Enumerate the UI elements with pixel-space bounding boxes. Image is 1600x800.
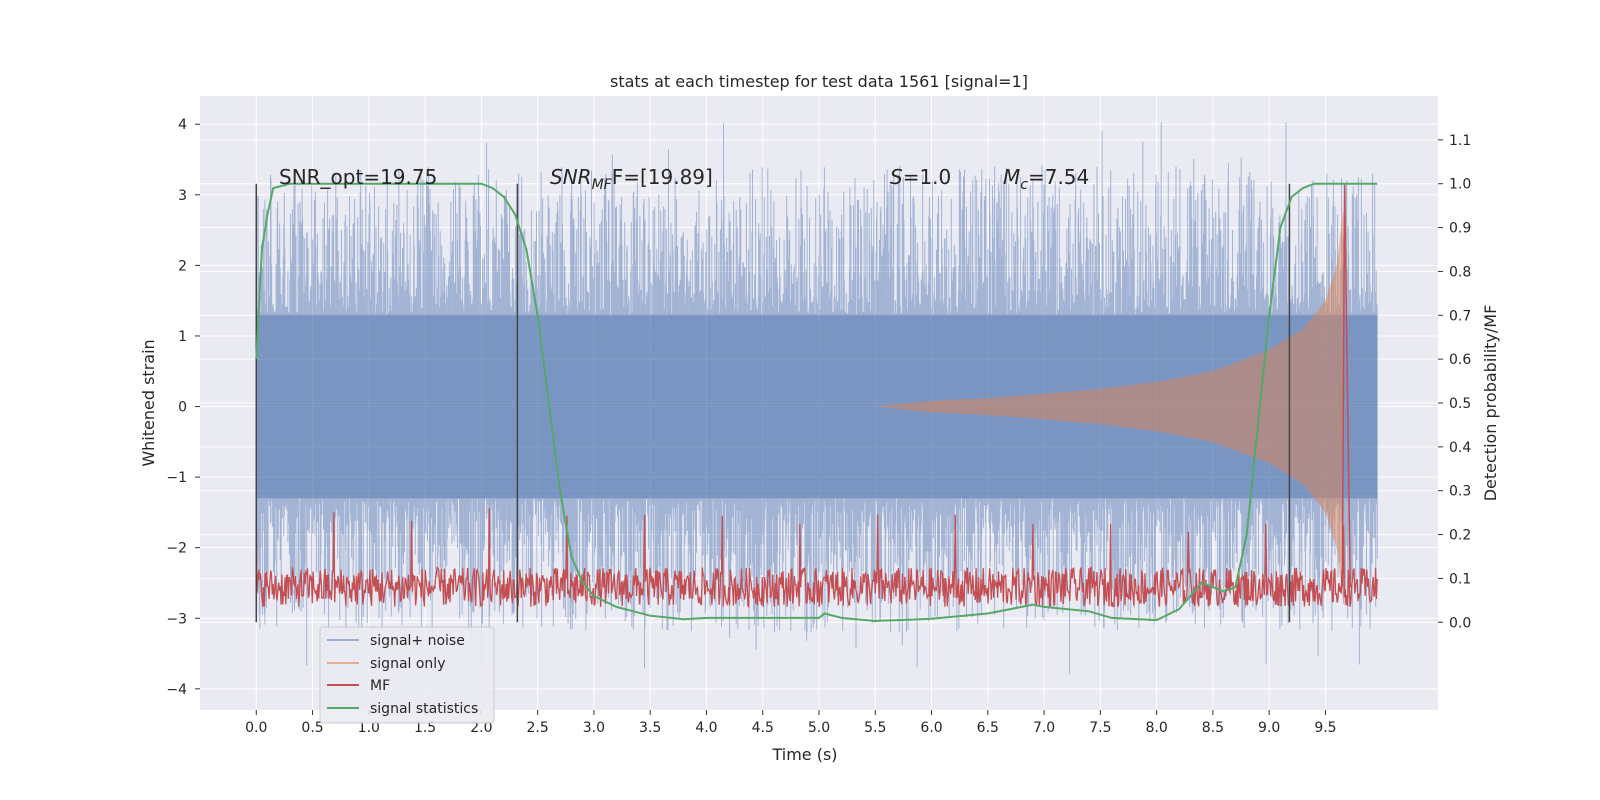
annotation-s: S=1.0: [890, 165, 951, 189]
x-tick-label: 6.0: [920, 720, 942, 736]
grid-lines: [200, 96, 1438, 710]
legend-label-signal-only: signal only: [370, 656, 445, 672]
y2-tick-label: 1.1: [1449, 133, 1471, 149]
y2-tick-label: 0.7: [1449, 308, 1471, 324]
signal-only-chirp: [875, 208, 1344, 605]
x-tick-label: 7.0: [1033, 720, 1055, 736]
y-axis-ticks: 4 3 2 1 0 −1 −2 −3 −4: [166, 117, 200, 698]
vertical-markers: [255, 183, 1291, 623]
y-tick-label: −1: [166, 470, 187, 486]
y-tick-label: 0: [178, 400, 187, 416]
x-tick-label: 5.5: [864, 720, 886, 736]
y2-tick-label: 0.5: [1449, 396, 1471, 412]
y2-tick-label: 0.9: [1449, 221, 1471, 237]
y-tick-label: 3: [178, 188, 187, 204]
legend: signal+ noise signal only MF signal stat…: [319, 626, 495, 724]
x-axis-label: Time (s): [771, 745, 837, 764]
annotation-snr-opt: SNR_opt=19.75: [279, 165, 437, 189]
signal-statistics-line: [255, 182, 1378, 623]
x-tick-label: 6.5: [977, 720, 999, 736]
x-tick-label: 9.5: [1314, 720, 1336, 736]
y2-tick-label: 0.1: [1449, 571, 1471, 587]
y-tick-label: −3: [166, 611, 187, 627]
x-tick-label: 2.5: [527, 720, 549, 736]
x-tick-label: 1.0: [358, 720, 380, 736]
y-tick-label: 2: [178, 258, 187, 274]
y-tick-label: 1: [178, 329, 187, 345]
x-tick-label: 4.0: [695, 720, 717, 736]
x-tick-label: 1.5: [414, 720, 436, 736]
x-axis-ticks: 0.0 0.5 1.0 1.5 2.0 2.5 3.0 3.5 4.0 4.5 5.0 5.5 6.0 6…: [245, 710, 1337, 736]
y-tick-label: −2: [166, 541, 187, 557]
x-tick-label: 9.0: [1258, 720, 1280, 736]
mf-trace: [255, 508, 1378, 609]
y2-axis-label: Detection probability/MF: [1481, 305, 1500, 502]
x-tick-label: 2.0: [470, 720, 492, 736]
y-tick-label: 4: [178, 117, 187, 133]
x-tick-label: 4.5: [752, 720, 774, 736]
y2-tick-label: 1.0: [1449, 177, 1471, 193]
legend-box: [319, 626, 495, 724]
y2-tick-label: 0.0: [1449, 615, 1471, 631]
legend-label-mf: MF: [370, 678, 390, 694]
x-tick-label: 0.0: [245, 720, 267, 736]
x-tick-label: 3.0: [583, 720, 605, 736]
y2-axis-ticks: 1.1 1.0 0.9 0.8 0.7 0.6 0.5 0.4 0.3 0.2 0.1 0.0: [1438, 133, 1471, 631]
x-tick-label: 7.5: [1089, 720, 1111, 736]
x-tick-label: 8.5: [1202, 720, 1224, 736]
y-tick-label: −4: [166, 682, 187, 698]
legend-label-signal-statistics: signal statistics: [370, 701, 478, 717]
x-tick-label: 5.0: [808, 720, 830, 736]
y2-tick-label: 0.2: [1449, 528, 1471, 544]
chart-title: stats at each timestep for test data 156…: [610, 72, 1028, 91]
annotation-mc: Mc=7.54: [1003, 165, 1089, 193]
signal-only-series: [875, 208, 1344, 605]
y2-tick-label: 0.4: [1449, 440, 1471, 456]
signal-statistics-series: [255, 182, 1378, 623]
legend-label-signal-noise: signal+ noise: [370, 633, 465, 649]
y2-tick-label: 0.8: [1449, 264, 1471, 280]
annotation-snr-mf: SNRMFF=[19.89]: [550, 165, 713, 193]
y2-tick-label: 0.3: [1449, 484, 1471, 500]
y-axis-label: Whitened strain: [139, 339, 158, 466]
x-tick-label: 8.0: [1146, 720, 1168, 736]
x-tick-label: 0.5: [301, 720, 323, 736]
y2-tick-label: 0.6: [1449, 352, 1471, 368]
x-tick-label: 3.5: [639, 720, 661, 736]
